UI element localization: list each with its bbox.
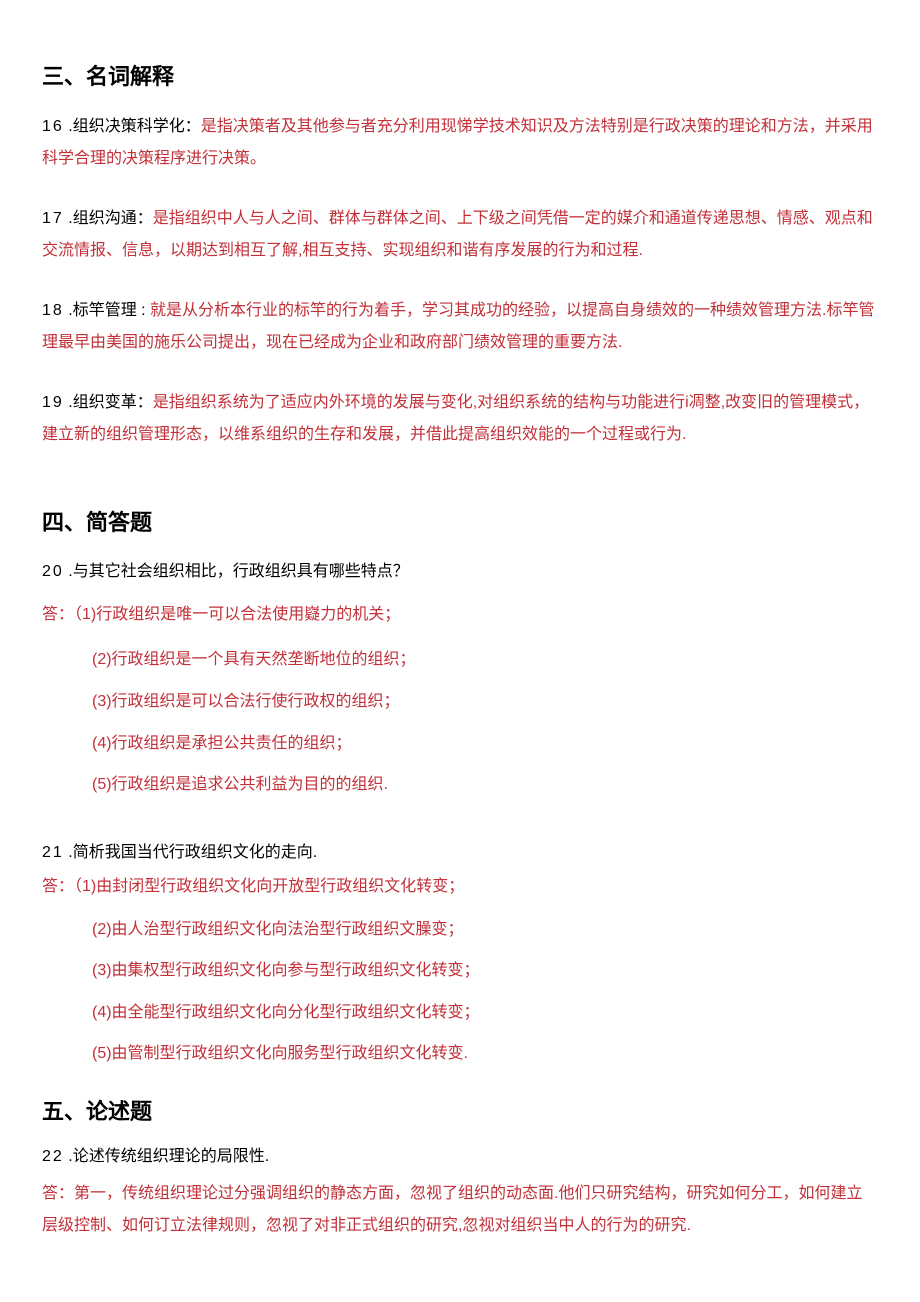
q19-answer: 是指组织系统为了适应内外环境的发展与变化,对组织系统的结构与功能进行i凋整,改变…: [42, 394, 869, 443]
q22-answer-block: 答：第一，传统组织理论过分强调组织的静态方面，忽视了组织的动态面.他们只研究结构…: [42, 1178, 878, 1242]
q20-question-line: 20 .与其它社会组织相比，行政组织具有哪些特点？: [42, 557, 878, 587]
q20-question: .与其它社会组织相比，行政组织具有哪些特点？: [64, 563, 409, 580]
q19-term: .组织变革：: [64, 394, 153, 411]
section-5-title: 五、论述题: [42, 1095, 878, 1128]
q19-num: 19: [42, 394, 64, 411]
item-16: 16 .组织决策科学化：是指决策者及其他参与者充分利用现悌学技术知识及方法特别是…: [42, 111, 878, 175]
q21-point-1: （1)由封闭型行政组织文化向开放型行政组织文化转变；: [74, 878, 464, 895]
section-3-title: 三、名词解释: [42, 60, 878, 93]
q21-point-3: (3)由集权型行政组织文化向参与型行政组织文化转变；: [42, 958, 878, 984]
section-4-title: 四、简答题: [42, 506, 878, 539]
item-19: 19 .组织变革：是指组织系统为了适应内外环境的发展与变化,对组织系统的结构与功…: [42, 387, 878, 451]
q20-point-2: (2)行政组织是一个具有天然垄断地位的组织；: [42, 647, 878, 673]
q20-point-4: (4)行政组织是承担公共责任的组织；: [42, 731, 878, 757]
q20-answer-prefix: 答：: [42, 606, 74, 623]
q20-point-3: (3)行政组织是可以合法行使行政权的组织；: [42, 689, 878, 715]
q21-block: 21 .简析我国当代行政组织文化的走向. 答：（1)由封闭型行政组织文化向开放型…: [42, 838, 878, 1067]
item-17: 17 .组织沟通：是指组织中人与人之间、群体与群体之间、上下级之间凭借一定的媒介…: [42, 203, 878, 267]
q18-num: 18: [42, 302, 64, 319]
q16-term: .组织决策科学化：: [64, 118, 201, 135]
q21-point-5: (5)由管制型行政组织文化向服务型行政组织文化转变.: [42, 1041, 878, 1067]
q20-point-5: (5)行政组织是追求公共利益为目的的组织.: [42, 772, 878, 798]
item-18: 18 .标竿管理 : 就是从分析本行业的标竿的行为着手，学习其成功的经验，以提高…: [42, 295, 878, 359]
q22-answer: 第一，传统组织理论过分强调组织的静态方面，忽视了组织的动态面.他们只研究结构，研…: [42, 1185, 862, 1234]
q17-answer: 是指组织中人与人之间、群体与群体之间、上下级之间凭借一定的媒介和通道传递思想、情…: [42, 210, 873, 259]
q22-num: 22: [42, 1148, 64, 1165]
q18-term: .标竿管理 :: [64, 302, 150, 319]
q18-answer: 就是从分析本行业的标竿的行为着手，学习其成功的经验，以提高自身绩效的一种绩效管理…: [42, 302, 874, 351]
q22-question: .论述传统组织理论的局限性.: [64, 1148, 269, 1165]
q21-answer-prefix: 答：: [42, 878, 74, 895]
q16-num: 16: [42, 118, 64, 135]
q20-answer-block: 答：（1)行政组织是唯一可以合法使用嶷力的机关； (2)行政组织是一个具有天然垄…: [42, 599, 878, 797]
q21-point-4: (4)由全能型行政组织文化向分化型行政组织文化转变；: [42, 1000, 878, 1026]
q21-question: .简析我国当代行政组织文化的走向.: [64, 844, 317, 861]
q20-point-1: （1)行政组织是唯一可以合法使用嶷力的机关；: [74, 606, 400, 623]
q17-term: .组织沟通：: [64, 210, 153, 227]
q22-question-line: 22 .论述传统组织理论的局限性.: [42, 1142, 878, 1172]
q21-num: 21: [42, 844, 64, 861]
q20-num: 20: [42, 563, 64, 580]
q22-answer-prefix: 答：: [42, 1185, 74, 1202]
q17-num: 17: [42, 210, 64, 227]
q21-point-2: (2)由人治型行政组织文化向法治型行政组织文臊变；: [42, 917, 878, 943]
